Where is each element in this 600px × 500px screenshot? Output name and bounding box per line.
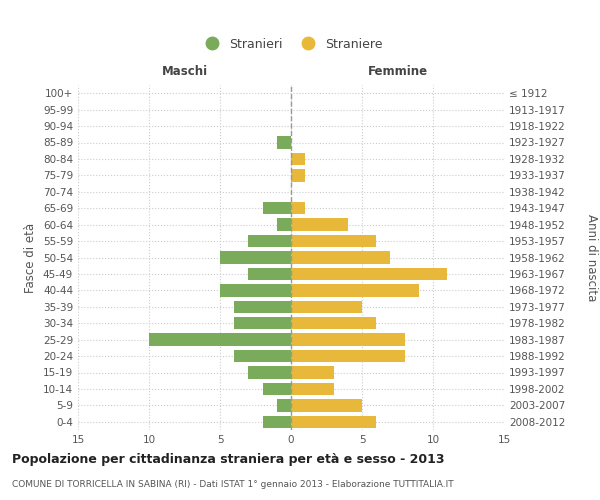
Text: COMUNE DI TORRICELLA IN SABINA (RI) - Dati ISTAT 1° gennaio 2013 - Elaborazione : COMUNE DI TORRICELLA IN SABINA (RI) - Da…: [12, 480, 454, 489]
Bar: [291, 218, 348, 231]
Bar: [263, 383, 291, 395]
Bar: [248, 235, 291, 247]
Text: Maschi: Maschi: [161, 65, 208, 78]
Bar: [277, 218, 291, 231]
Bar: [291, 235, 376, 247]
Text: Femmine: Femmine: [367, 65, 428, 78]
Bar: [291, 300, 362, 313]
Bar: [291, 366, 334, 378]
Bar: [277, 136, 291, 148]
Legend: Stranieri, Straniere: Stranieri, Straniere: [194, 32, 388, 56]
Bar: [291, 153, 305, 165]
Bar: [291, 252, 391, 264]
Bar: [291, 334, 404, 346]
Text: Popolazione per cittadinanza straniera per età e sesso - 2013: Popolazione per cittadinanza straniera p…: [12, 452, 445, 466]
Bar: [149, 334, 291, 346]
Bar: [220, 284, 291, 296]
Bar: [291, 268, 447, 280]
Bar: [220, 252, 291, 264]
Bar: [263, 416, 291, 428]
Bar: [291, 284, 419, 296]
Bar: [248, 366, 291, 378]
Y-axis label: Fasce di età: Fasce di età: [25, 222, 37, 292]
Bar: [291, 416, 376, 428]
Bar: [291, 350, 404, 362]
Bar: [263, 202, 291, 214]
Bar: [248, 268, 291, 280]
Bar: [234, 300, 291, 313]
Bar: [291, 399, 362, 411]
Bar: [291, 317, 376, 330]
Bar: [291, 202, 305, 214]
Bar: [291, 383, 334, 395]
Bar: [277, 399, 291, 411]
Y-axis label: Anni di nascita: Anni di nascita: [585, 214, 598, 301]
Bar: [291, 169, 305, 181]
Bar: [234, 317, 291, 330]
Bar: [234, 350, 291, 362]
